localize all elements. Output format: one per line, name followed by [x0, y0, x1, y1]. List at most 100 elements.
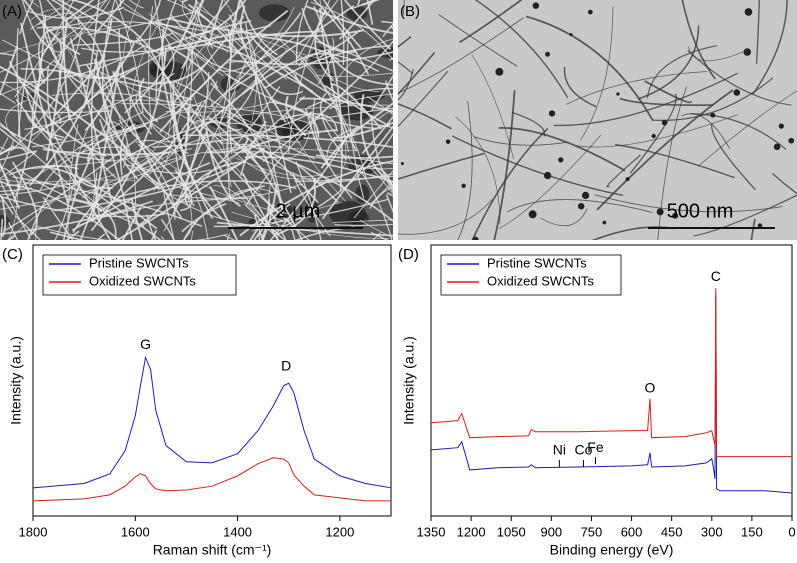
fiber	[372, 231, 382, 240]
fiber	[123, 8, 200, 44]
series-line	[32, 457, 391, 502]
legend-box	[440, 254, 622, 296]
x-axis-label: Binding energy (eV)	[550, 542, 674, 558]
fiber	[0, 108, 112, 114]
fiber	[750, 218, 756, 240]
fiber	[17, 51, 31, 138]
fiber	[312, 97, 353, 199]
fiber	[752, 0, 788, 95]
fiber	[90, 49, 101, 218]
fiber	[244, 203, 280, 240]
particle	[400, 162, 404, 166]
fiber	[11, 161, 38, 236]
particle	[778, 123, 784, 129]
fiber	[42, 165, 158, 230]
fiber	[0, 158, 182, 210]
particle	[773, 143, 781, 151]
fiber	[154, 21, 314, 93]
fiber	[285, 114, 346, 202]
fiber	[216, 35, 298, 72]
particle	[581, 191, 590, 200]
fiber	[68, 0, 153, 51]
fiber	[348, 155, 393, 170]
tem-image	[398, 0, 797, 240]
fiber	[67, 124, 79, 240]
fiber	[398, 103, 452, 130]
fiber	[681, 113, 731, 150]
fiber	[71, 43, 135, 117]
fiber	[260, 35, 340, 61]
panel-label: (C)	[2, 246, 23, 263]
fiber	[565, 71, 707, 105]
fiber	[271, 101, 320, 138]
fiber	[56, 0, 136, 45]
fiber	[228, 0, 241, 154]
fiber	[228, 14, 292, 193]
fiber	[398, 68, 414, 101]
fiber	[194, 6, 328, 61]
fiber	[112, 71, 183, 219]
fiber	[33, 41, 63, 92]
fiber	[181, 202, 227, 233]
fiber	[0, 161, 21, 209]
particle	[543, 171, 552, 180]
fiber	[108, 97, 131, 147]
fiber	[506, 199, 653, 213]
fiber	[596, 89, 734, 211]
fiber	[15, 215, 42, 240]
fiber	[253, 203, 291, 240]
fiber	[18, 0, 34, 35]
fiber	[0, 174, 116, 185]
annotation: C	[711, 268, 721, 284]
fiber	[207, 0, 224, 47]
fiber	[0, 92, 16, 104]
fiber	[42, 196, 74, 240]
fiber	[366, 0, 374, 25]
fiber	[0, 145, 15, 155]
fiber	[305, 5, 393, 34]
particle	[602, 220, 607, 225]
particle	[710, 112, 716, 118]
fiber	[150, 229, 158, 240]
fiber	[0, 122, 17, 137]
fiber	[493, 90, 516, 240]
scale-bar-label: 2 µm	[276, 200, 321, 222]
fiber	[299, 54, 350, 153]
pore	[329, 200, 366, 227]
fiber	[179, 173, 193, 239]
fiber	[458, 0, 523, 44]
fiber	[540, 208, 588, 227]
fiber	[121, 206, 142, 240]
particle	[651, 133, 656, 139]
fiber	[77, 78, 210, 149]
sem-image	[0, 0, 393, 240]
plot-frame	[430, 244, 793, 517]
particle	[495, 67, 504, 76]
fiber	[305, 107, 331, 166]
fiber	[160, 218, 175, 240]
fiber	[119, 59, 211, 85]
fiber	[457, 101, 473, 240]
fiber	[146, 214, 157, 240]
particle	[558, 157, 564, 163]
fiber	[646, 45, 717, 99]
fiber	[188, 3, 287, 123]
fiber	[166, 0, 245, 50]
fiber	[223, 234, 236, 240]
fiber	[398, 36, 412, 48]
fiber	[258, 233, 263, 240]
fiber	[244, 156, 393, 183]
particle	[587, 9, 593, 15]
particle	[743, 48, 752, 56]
fiber	[27, 6, 125, 19]
fiber	[73, 32, 174, 46]
panel-label: (A)	[2, 3, 22, 20]
fiber	[652, 77, 774, 121]
fiber	[614, 143, 736, 179]
fiber	[160, 236, 165, 240]
fiber	[24, 72, 175, 130]
fiber	[276, 235, 279, 240]
annotation: Fe	[587, 439, 604, 455]
fiber	[223, 0, 255, 60]
